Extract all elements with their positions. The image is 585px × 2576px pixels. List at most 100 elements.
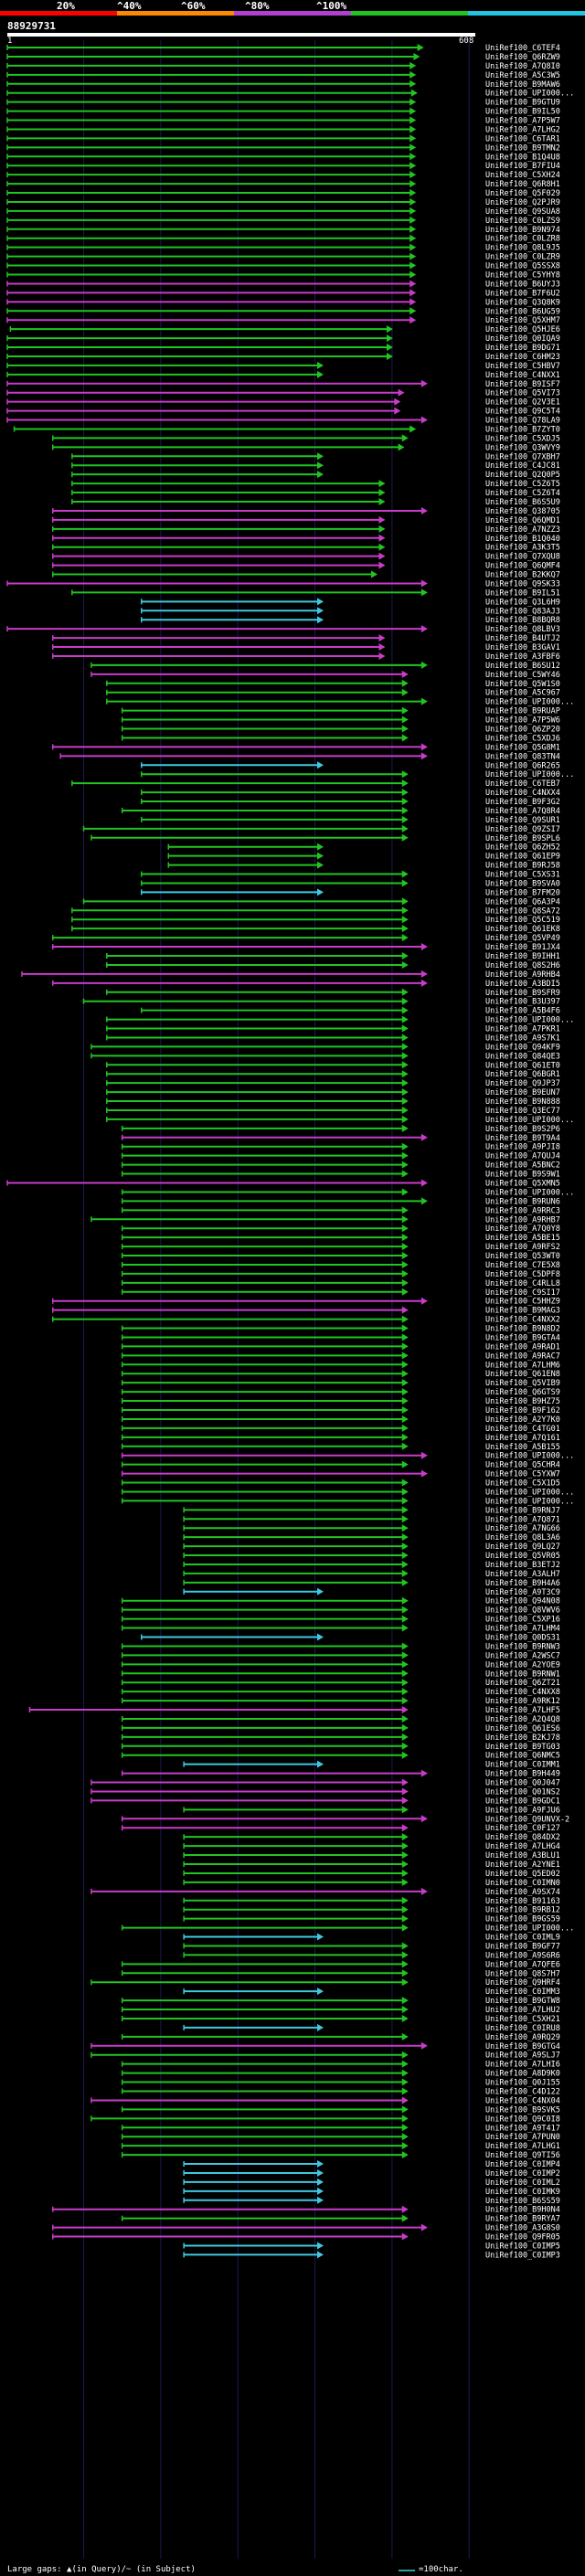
hit-arrow: [401, 1215, 409, 1224]
legend-segment: [117, 11, 234, 16]
hit-arrow: [316, 2196, 324, 2204]
hit-label: UniRef100_B9RUAP: [485, 707, 560, 716]
hit-label: UniRef100_A9PJI8: [485, 1143, 560, 1152]
hit-label: UniRef100_C5HHZ9: [485, 1298, 560, 1307]
hit-arrow: [401, 1723, 409, 1732]
hit-label: UniRef100_A9S6R6: [485, 1951, 560, 1960]
hit-arrow: [401, 988, 409, 996]
hit-arrow: [410, 180, 417, 188]
hit-arrow: [420, 625, 428, 633]
hit-arrow: [410, 153, 417, 161]
hit-label: UniRef100_C6TEB7: [485, 779, 560, 789]
hit-label: UniRef100_B6UG59: [485, 307, 560, 316]
hit-arrow: [378, 652, 386, 660]
hit-arrow: [401, 2078, 409, 2086]
hit-label: UniRef100_Q0J047: [485, 1779, 560, 1788]
hit-arrow: [316, 1760, 324, 1768]
hit-arrow: [401, 1851, 409, 1860]
hit-label: UniRef100_A9SX74: [485, 1888, 560, 1897]
hit-label: UniRef100_Q9SUR1: [485, 816, 560, 825]
hit-label: UniRef100_C6TAR1: [485, 134, 560, 143]
hit-label: UniRef100_Q9C0I8: [485, 2115, 560, 2124]
hit-arrow: [401, 906, 409, 915]
hit-arrow: [410, 107, 417, 115]
hit-label: UniRef100_A9RFS2: [485, 1243, 560, 1252]
hit-label: UniRef100_C4JC81: [485, 461, 560, 471]
hit-label: UniRef100_C0IMP2: [485, 2169, 560, 2178]
hit-label: UniRef100_B9SPL6: [485, 834, 560, 843]
hit-label: UniRef100_A7P5W7: [485, 117, 560, 126]
hit-arrow: [401, 2006, 409, 2014]
legend-segment: [234, 11, 351, 16]
hit-arrow: [401, 1024, 409, 1033]
hit-label: UniRef100_B2KJ78: [485, 1733, 560, 1743]
hit-arrow: [420, 943, 428, 951]
hit-arrow: [401, 1596, 409, 1605]
hit-label: UniRef100_B6SS59: [485, 2197, 560, 2206]
hit-label: UniRef100_A7LHM6: [485, 1361, 560, 1370]
hit-label: UniRef100_B9HZ75: [485, 1397, 560, 1406]
hit-label: UniRef100_C6TEF4: [485, 44, 560, 53]
hit-arrow: [410, 189, 417, 197]
hit-label: UniRef100_B9SVK5: [485, 2105, 560, 2115]
hit-label: UniRef100_B9EUN7: [485, 1088, 560, 1097]
hit-arrow: [401, 1706, 409, 1714]
hit-arrow: [401, 2151, 409, 2159]
hit-label: UniRef100_B9TMN2: [485, 143, 560, 153]
hit-label: UniRef100_Q38705: [485, 507, 560, 516]
hit-arrow: [420, 1133, 428, 1141]
hit-arrow: [401, 1751, 409, 1759]
hit-label: UniRef100_C5DPF8: [485, 1270, 560, 1279]
hit-label: UniRef100_Q5ED02: [485, 1870, 560, 1879]
hit-label: UniRef100_B9IHH1: [485, 952, 560, 961]
hit-arrow: [316, 888, 324, 896]
hit-arrow: [394, 407, 401, 415]
hit-label: UniRef100_Q5VR05: [485, 1552, 560, 1561]
hit-label: UniRef100_A5BE15: [485, 1234, 560, 1243]
hit-arrow: [401, 916, 409, 924]
hit-arrow: [378, 489, 386, 497]
hit-arrow: [386, 352, 393, 360]
hit-arrow: [401, 1787, 409, 1796]
hit-label: UniRef100_C0IML2: [485, 2178, 560, 2188]
hit-label: UniRef100_C0IMN0: [485, 1879, 560, 1888]
hit-arrow: [401, 1606, 409, 1614]
hit-arrow: [410, 162, 417, 170]
hit-label: UniRef100_A7PKR1: [485, 1025, 560, 1034]
hit-arrow: [420, 970, 428, 978]
hit-arrow: [401, 1697, 409, 1705]
hit-label: UniRef100_Q0IQA9: [485, 334, 560, 344]
hit-label: UniRef100_B9S2P6: [485, 1125, 560, 1134]
hit-arrow: [410, 316, 417, 324]
hit-arrow: [401, 1578, 409, 1586]
hit-arrow: [401, 725, 409, 733]
hit-label: UniRef100_A5C967: [485, 689, 560, 698]
hit-label: UniRef100_A7LHG1: [485, 2142, 560, 2151]
hit-label: UniRef100_UPI000...: [485, 1488, 574, 1497]
hit-arrow: [378, 525, 386, 533]
hit-label: UniRef100_C5XH21: [485, 2015, 560, 2024]
hit-label: UniRef100_B9GDC1: [485, 1797, 560, 1806]
hit-arrow: [401, 1288, 409, 1296]
hit-label: UniRef100_B9GF77: [485, 1942, 560, 1951]
hit-arrow: [316, 1988, 324, 1996]
hit-arrow: [386, 334, 393, 343]
hit-arrow: [401, 1433, 409, 1441]
hit-arrow: [401, 1124, 409, 1132]
hit-label: UniRef100_A7LHG2: [485, 125, 560, 134]
hit-arrow: [401, 1388, 409, 1396]
legend-segment: [351, 11, 468, 16]
hit-arrow: [413, 52, 420, 60]
hit-arrow: [401, 934, 409, 942]
hit-label: UniRef100_Q5SSX8: [485, 262, 560, 271]
hit-label: UniRef100_Q6QMD1: [485, 516, 560, 525]
hit-label: UniRef100_UPI000...: [485, 1924, 574, 1934]
hit-arrow: [401, 1797, 409, 1805]
hit-label: UniRef100_Q8L9J5: [485, 244, 560, 253]
hit-label: UniRef100_Q9TI56: [485, 2151, 560, 2160]
hit-label: UniRef100_B9H449: [485, 1770, 560, 1779]
hit-arrow: [401, 1006, 409, 1014]
hit-arrow: [316, 2251, 324, 2259]
hit-arrow: [401, 770, 409, 779]
